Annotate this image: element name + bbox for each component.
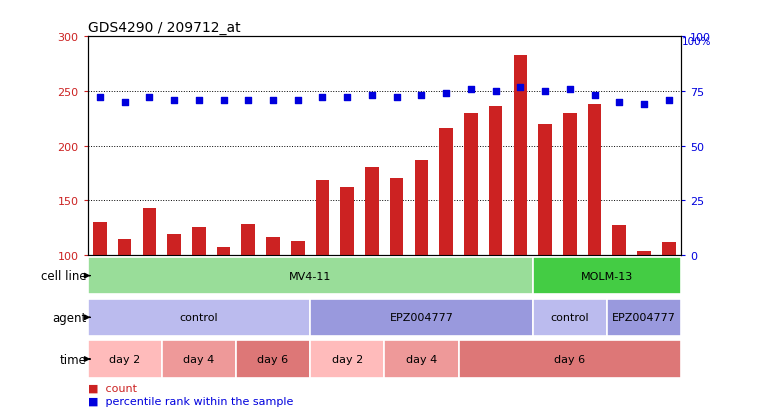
Text: ■  percentile rank within the sample: ■ percentile rank within the sample bbox=[88, 396, 293, 406]
Text: EPZ004777: EPZ004777 bbox=[612, 313, 676, 323]
Bar bbox=[464, 114, 478, 364]
Point bbox=[638, 102, 650, 108]
Bar bbox=[415, 160, 428, 364]
Bar bbox=[458, 340, 681, 378]
Point bbox=[218, 97, 230, 104]
Bar bbox=[316, 181, 330, 364]
Bar bbox=[637, 252, 651, 364]
Point bbox=[242, 97, 254, 104]
Point bbox=[465, 86, 477, 93]
Bar bbox=[384, 340, 458, 378]
Bar bbox=[340, 188, 354, 364]
Bar bbox=[533, 299, 607, 336]
Bar bbox=[514, 56, 527, 364]
Text: control: control bbox=[180, 313, 218, 323]
Point bbox=[663, 97, 675, 104]
Bar bbox=[88, 340, 161, 378]
Point bbox=[588, 93, 600, 99]
Text: day 6: day 6 bbox=[257, 354, 288, 364]
Point bbox=[440, 90, 452, 97]
Bar bbox=[365, 168, 379, 364]
Bar bbox=[142, 208, 156, 364]
Bar bbox=[266, 238, 280, 364]
Text: day 4: day 4 bbox=[406, 354, 437, 364]
Text: control: control bbox=[550, 313, 589, 323]
Bar bbox=[291, 241, 304, 364]
Point bbox=[416, 93, 428, 99]
Text: ■  count: ■ count bbox=[88, 383, 136, 393]
Text: GDS4290 / 209712_at: GDS4290 / 209712_at bbox=[88, 21, 240, 35]
Point bbox=[94, 95, 106, 102]
Bar bbox=[607, 299, 681, 336]
Bar bbox=[613, 225, 626, 364]
Bar bbox=[241, 225, 255, 364]
Text: agent: agent bbox=[52, 311, 86, 324]
Text: 100%: 100% bbox=[683, 37, 712, 47]
Bar bbox=[118, 240, 132, 364]
Bar bbox=[217, 247, 231, 364]
Bar bbox=[88, 299, 310, 336]
Point bbox=[613, 99, 626, 106]
Bar bbox=[236, 340, 310, 378]
Bar bbox=[192, 228, 205, 364]
Point bbox=[291, 97, 304, 104]
Point bbox=[489, 88, 501, 95]
Point bbox=[193, 97, 205, 104]
Point bbox=[267, 97, 279, 104]
Bar bbox=[439, 129, 453, 364]
Text: time: time bbox=[59, 353, 86, 366]
Point bbox=[366, 93, 378, 99]
Text: day 2: day 2 bbox=[109, 354, 140, 364]
Point bbox=[564, 86, 576, 93]
Bar bbox=[93, 223, 107, 364]
Bar bbox=[167, 235, 181, 364]
Point bbox=[317, 95, 329, 102]
Point bbox=[119, 99, 131, 106]
Bar bbox=[662, 242, 676, 364]
Bar bbox=[390, 179, 403, 364]
Point bbox=[539, 88, 551, 95]
Point bbox=[514, 84, 527, 90]
Text: MV4-11: MV4-11 bbox=[289, 271, 331, 281]
Bar bbox=[533, 257, 681, 294]
Text: day 2: day 2 bbox=[332, 354, 363, 364]
Text: EPZ004777: EPZ004777 bbox=[390, 313, 454, 323]
Bar bbox=[310, 340, 384, 378]
Text: day 6: day 6 bbox=[554, 354, 585, 364]
Text: cell line: cell line bbox=[40, 269, 86, 282]
Bar bbox=[489, 107, 502, 364]
Bar bbox=[563, 114, 577, 364]
Point bbox=[341, 95, 353, 102]
Bar bbox=[587, 105, 601, 364]
Text: day 4: day 4 bbox=[183, 354, 215, 364]
Point bbox=[168, 97, 180, 104]
Point bbox=[143, 95, 155, 102]
Bar bbox=[310, 299, 533, 336]
Bar bbox=[162, 340, 236, 378]
Bar bbox=[538, 124, 552, 364]
Bar bbox=[88, 257, 533, 294]
Text: MOLM-13: MOLM-13 bbox=[581, 271, 633, 281]
Point bbox=[390, 95, 403, 102]
